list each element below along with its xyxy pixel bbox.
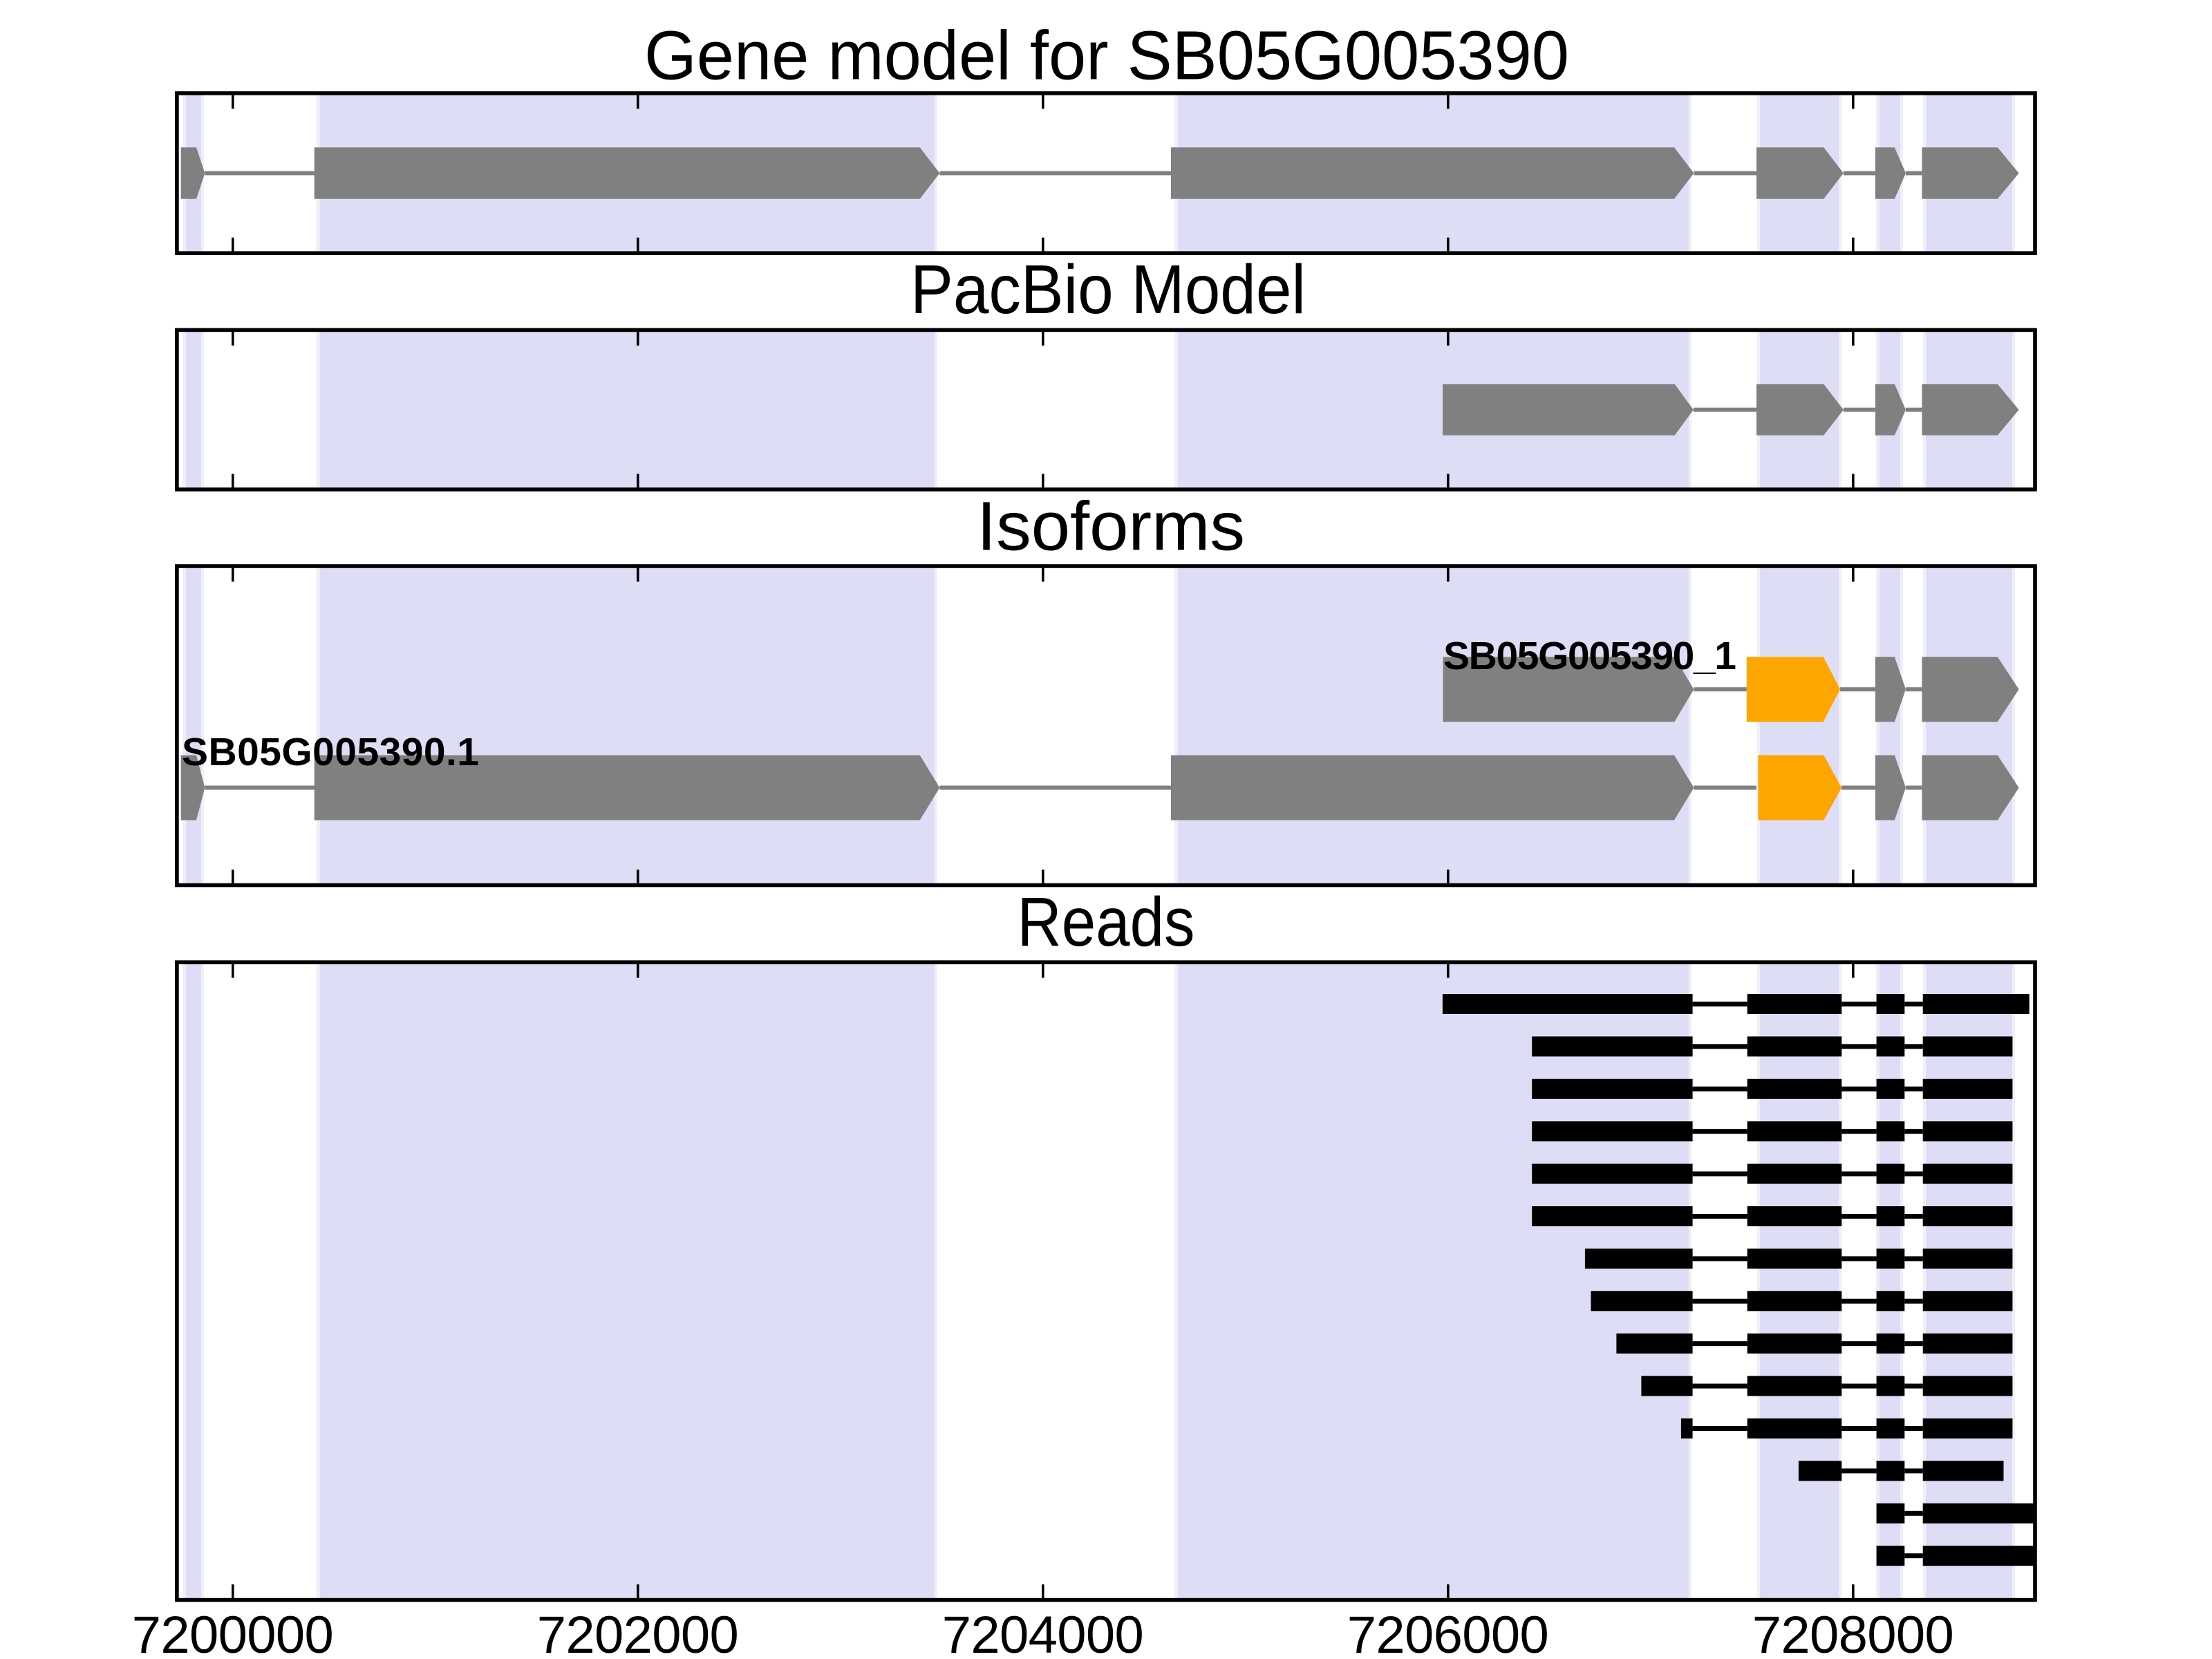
svg-text:7204000: 7204000	[942, 1606, 1144, 1659]
svg-text:Reads: Reads	[1018, 883, 1195, 961]
svg-text:Gene model for SB05G005390: Gene model for SB05G005390	[644, 17, 1569, 94]
svg-text:7202000: 7202000	[537, 1606, 739, 1659]
svg-text:7208000: 7208000	[1752, 1606, 1954, 1659]
svg-text:PacBio Model: PacBio Model	[910, 251, 1306, 328]
svg-text:7206000: 7206000	[1347, 1606, 1549, 1659]
svg-text:Isoforms: Isoforms	[977, 488, 1245, 565]
svg-text:SB05G005390_1: SB05G005390_1	[1443, 634, 1736, 678]
svg-text:7200000: 7200000	[132, 1606, 334, 1659]
svg-text:SB05G005390.1: SB05G005390.1	[182, 730, 479, 774]
